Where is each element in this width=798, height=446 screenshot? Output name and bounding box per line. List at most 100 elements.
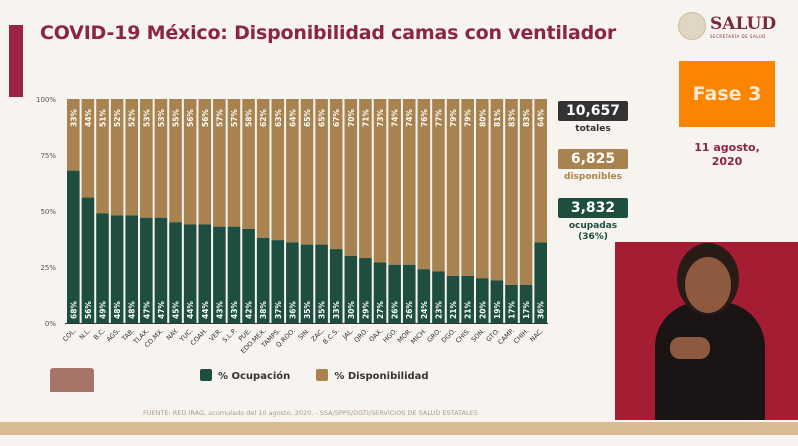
data-label-disponibilidad: 83% — [522, 109, 531, 127]
bar-ocupacion — [256, 237, 270, 323]
data-label-disponibilidad: 53% — [142, 109, 151, 127]
bar-disponibilidad — [505, 99, 518, 285]
stat-available-label: disponibles — [564, 172, 622, 182]
legend-swatch-disponibilidad — [316, 369, 329, 381]
logo-subtext: SECRETARÍA DE SALUD — [710, 33, 766, 39]
bar-disponibilidad — [242, 99, 255, 229]
data-label-disponibilidad: 52% — [128, 109, 137, 127]
date-line1: 11 agosto, — [694, 141, 760, 154]
data-label-ocupacion: 42% — [245, 301, 254, 319]
interpreter-head — [685, 257, 731, 313]
data-label-ocupacion: 17% — [507, 301, 516, 319]
data-label-disponibilidad: 51% — [99, 109, 108, 127]
data-label-disponibilidad: 70% — [347, 109, 356, 127]
bar-ocupacion — [183, 224, 197, 323]
bar-disponibilidad — [125, 99, 139, 216]
stat-occupied-percent: (36%) — [578, 232, 608, 242]
y-tick-label: 100% — [36, 96, 56, 104]
y-tick-label: 50% — [40, 208, 56, 216]
stat-total: 10,657 totales — [558, 101, 628, 135]
data-label-disponibilidad: 67% — [332, 109, 341, 127]
bar-ocupacion — [169, 222, 182, 323]
data-label-ocupacion: 36% — [288, 301, 297, 319]
bar-ocupacion — [402, 264, 416, 323]
bar-ocupacion — [475, 278, 489, 323]
data-label-ocupacion: 21% — [449, 301, 458, 319]
x-tick-label: CHIH. — [512, 327, 531, 346]
x-tick-label: GRO. — [426, 327, 443, 344]
bar-disponibilidad — [110, 99, 124, 216]
bar-disponibilidad — [417, 99, 431, 270]
y-tick-label: 75% — [40, 152, 56, 160]
data-label-ocupacion: 48% — [113, 301, 122, 319]
bar-disponibilidad — [373, 99, 387, 263]
stat-occupied: 3,832 ocupadas (36%) — [558, 198, 628, 243]
bar-disponibilidad — [286, 99, 299, 243]
x-tick-label: SIN. — [297, 327, 312, 342]
data-label-disponibilidad: 73% — [376, 109, 385, 127]
data-label-disponibilidad: 71% — [361, 109, 370, 127]
legend-swatch-ocupacion — [200, 369, 212, 381]
data-label-disponibilidad: 65% — [318, 109, 327, 127]
bar-ocupacion — [110, 215, 124, 323]
bar-ocupacion — [154, 217, 168, 323]
bar-ocupacion — [490, 280, 504, 323]
x-tick-label: COL. — [61, 327, 78, 344]
data-label-disponibilidad: 81% — [493, 109, 502, 127]
bar-disponibilidad — [402, 99, 416, 265]
x-tick-label: B.C.S. — [321, 327, 340, 346]
bar-disponibilidad — [140, 99, 153, 218]
x-tick-label: CHIS. — [454, 327, 472, 345]
data-label-ocupacion: 30% — [347, 301, 356, 319]
bar-disponibilidad — [432, 99, 445, 272]
bar-disponibilidad — [461, 99, 474, 276]
interpreter-hands — [670, 337, 710, 359]
bar-disponibilidad — [344, 99, 358, 256]
data-label-disponibilidad: 44% — [84, 109, 93, 127]
bar-ocupacion — [373, 262, 387, 323]
data-label-ocupacion: 20% — [478, 301, 487, 319]
bar-disponibilidad — [329, 99, 343, 250]
data-label-disponibilidad: 65% — [303, 109, 312, 127]
bar-ocupacion — [417, 269, 431, 323]
data-label-ocupacion: 29% — [361, 301, 370, 319]
footer-band — [0, 422, 798, 435]
data-label-ocupacion: 36% — [537, 301, 546, 319]
bar-disponibilidad — [519, 99, 533, 285]
bar-ocupacion — [446, 275, 460, 323]
bar-disponibilidad — [388, 99, 401, 265]
x-tick-label: MICH. — [409, 327, 428, 346]
data-label-disponibilidad: 79% — [449, 109, 458, 127]
data-label-ocupacion: 26% — [391, 301, 400, 319]
bar-ocupacion — [271, 240, 285, 323]
data-label-ocupacion: 49% — [99, 301, 108, 319]
x-tick-label: B.C. — [92, 327, 107, 342]
interpreter-body — [655, 302, 765, 420]
data-label-disponibilidad: 58% — [245, 109, 254, 127]
bar-disponibilidad — [81, 99, 95, 198]
salud-logo: SALUD SECRETARÍA DE SALUD — [678, 12, 776, 40]
data-label-ocupacion: 23% — [434, 301, 443, 319]
data-label-disponibilidad: 55% — [172, 109, 181, 127]
legend-ocupacion: % Ocupación — [200, 369, 290, 382]
stat-occupied-value: 3,832 — [558, 198, 628, 218]
bar-disponibilidad — [96, 99, 109, 214]
data-label-ocupacion: 48% — [128, 301, 137, 319]
data-label-disponibilidad: 56% — [201, 109, 210, 127]
bar-ocupacion — [125, 215, 139, 323]
data-label-disponibilidad: 83% — [507, 109, 516, 127]
data-label-ocupacion: 26% — [405, 301, 414, 319]
x-tick-label: NAC. — [528, 327, 545, 344]
bar-ocupacion — [534, 242, 547, 323]
bar-disponibilidad — [359, 99, 372, 259]
data-label-disponibilidad: 77% — [434, 109, 443, 127]
y-tick-label: 0% — [45, 320, 56, 328]
data-label-ocupacion: 68% — [69, 301, 78, 319]
bar-disponibilidad — [534, 99, 547, 243]
stat-total-value: 10,657 — [558, 101, 628, 121]
x-tick-label: OAX. — [367, 327, 384, 344]
bar-ocupacion — [519, 284, 533, 323]
data-label-disponibilidad: 56% — [186, 109, 195, 127]
bar-ocupacion — [461, 275, 474, 323]
data-label-disponibilidad: 53% — [157, 109, 166, 127]
